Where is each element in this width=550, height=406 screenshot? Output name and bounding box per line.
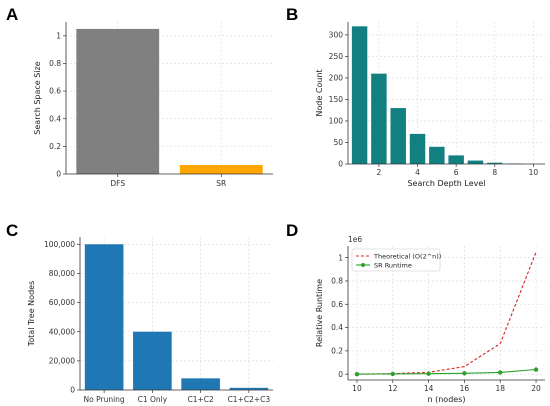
series-point: [498, 370, 503, 375]
legend-marker: [361, 263, 365, 267]
y-tick-label: 40,000: [49, 327, 75, 336]
y-tick-label: 50: [333, 138, 343, 147]
x-tick-label: C1 Only: [138, 395, 168, 404]
panel-c-chart: 0 20,000 40,000 60,000 80,000 100,000 Total Tr…: [27, 237, 273, 404]
y-tick-label: 0.2: [49, 142, 61, 151]
y-tick-label: 80,000: [49, 269, 75, 278]
y-tick-label: 100,000: [44, 240, 75, 249]
bar-depth-1: [351, 26, 368, 165]
y-axis-label: Search Space Size: [33, 61, 42, 134]
series-point: [390, 371, 395, 377]
x-tick-label: 16: [460, 384, 470, 393]
bar-sr: [179, 165, 263, 174]
x-tick-label: 18: [495, 384, 505, 393]
x-tick-label: C1+C2+C3: [228, 395, 271, 404]
series-point: [354, 371, 360, 377]
y-offset-label: 1e6: [348, 235, 362, 244]
x-tick-label: SR: [216, 179, 226, 188]
series-point: [426, 371, 431, 376]
y-tick-label: 250: [329, 52, 344, 61]
x-tick-label: No Pruning: [84, 395, 125, 404]
panel-a-chart: 0 0.2 0.4 0.6 0.8 1 Search Space Size DFS SR: [33, 22, 273, 188]
y-tick-label: 0.8: [49, 59, 61, 68]
bar-c1-only: [133, 331, 172, 390]
legend-label: SR Runtime: [374, 261, 412, 269]
panel-letter-b: B: [286, 5, 298, 24]
x-tick-label: 4: [415, 168, 420, 177]
x-axis-label: Search Depth Level: [407, 179, 485, 188]
y-axis-label: Relative Runtime: [315, 279, 324, 347]
bar-no-pruning: [84, 244, 124, 390]
y-tick-label: 0.6: [331, 300, 343, 309]
x-tick-label: C1+C2: [187, 395, 214, 404]
y-tick-label: 0.4: [331, 323, 343, 332]
y-tick-label: 100: [329, 117, 344, 126]
y-tick-label: 0: [56, 170, 61, 179]
y-axis-label: Node Count: [315, 69, 324, 116]
y-tick-label: 0: [338, 370, 343, 379]
bar-depth-8: [487, 162, 503, 164]
series-point: [533, 367, 539, 372]
series-line-0: [356, 251, 537, 375]
y-tick-label: 0.4: [49, 114, 61, 123]
legend: Theoretical (O(2^n))SR Runtime: [351, 248, 441, 272]
x-tick-label: 2: [377, 168, 382, 177]
y-tick-label: 300: [329, 31, 344, 40]
y-tick-label: 1: [56, 31, 61, 40]
x-tick-label: 8: [492, 168, 497, 177]
x-tick-label: 14: [424, 384, 434, 393]
bar-depth-7: [467, 160, 484, 164]
x-axis-label: n (nodes): [428, 395, 466, 404]
bar-depth-3: [390, 108, 406, 164]
y-axis-label: Total Tree Nodes: [27, 281, 36, 347]
bar-depth-2: [371, 73, 387, 164]
x-tick-label: 20: [531, 384, 541, 393]
panel-letter-a: A: [6, 5, 18, 24]
legend-box: [351, 248, 441, 272]
x-tick-label: 12: [388, 384, 398, 393]
panel-d-chart: 0 0.2 0.4 0.6 0.8 1 Relative Runtime 10 12 14 16 18…: [315, 235, 545, 404]
bar-depth-4: [409, 133, 426, 164]
bar-c1-c2: [181, 378, 220, 390]
bar-depth-5: [429, 146, 445, 164]
y-tick-label: 60,000: [49, 298, 75, 307]
y-tick-label: 0.2: [331, 346, 343, 355]
y-tick-label: 0: [338, 160, 343, 169]
y-tick-label: 20,000: [49, 356, 75, 365]
y-tick-label: 0.6: [49, 87, 61, 96]
y-tick-label: 0: [70, 386, 75, 395]
bar-c1-c2-c3: [229, 387, 269, 390]
legend-label: Theoretical (O(2^n)): [373, 252, 441, 260]
series-line-1: [356, 368, 537, 375]
bar-depth-6: [448, 155, 464, 164]
panel-letter-d: D: [286, 221, 298, 240]
x-tick-label: 10: [352, 384, 362, 393]
y-tick-label: 0.8: [331, 277, 343, 286]
x-tick-label: 10: [529, 168, 539, 177]
x-tick-label: DFS: [110, 179, 125, 188]
panel-b-chart: 0 50 100 150 200 250 300 Node Count 2 4 6 8 10 Search…: [315, 22, 545, 188]
y-tick-label: 150: [329, 95, 344, 104]
bar-dfs: [76, 28, 160, 175]
y-tick-label: 200: [329, 74, 344, 83]
y-tick-label: 1: [338, 253, 343, 262]
series-point: [462, 371, 467, 376]
x-tick-label: 6: [454, 168, 459, 177]
panel-letter-c: C: [6, 221, 18, 240]
